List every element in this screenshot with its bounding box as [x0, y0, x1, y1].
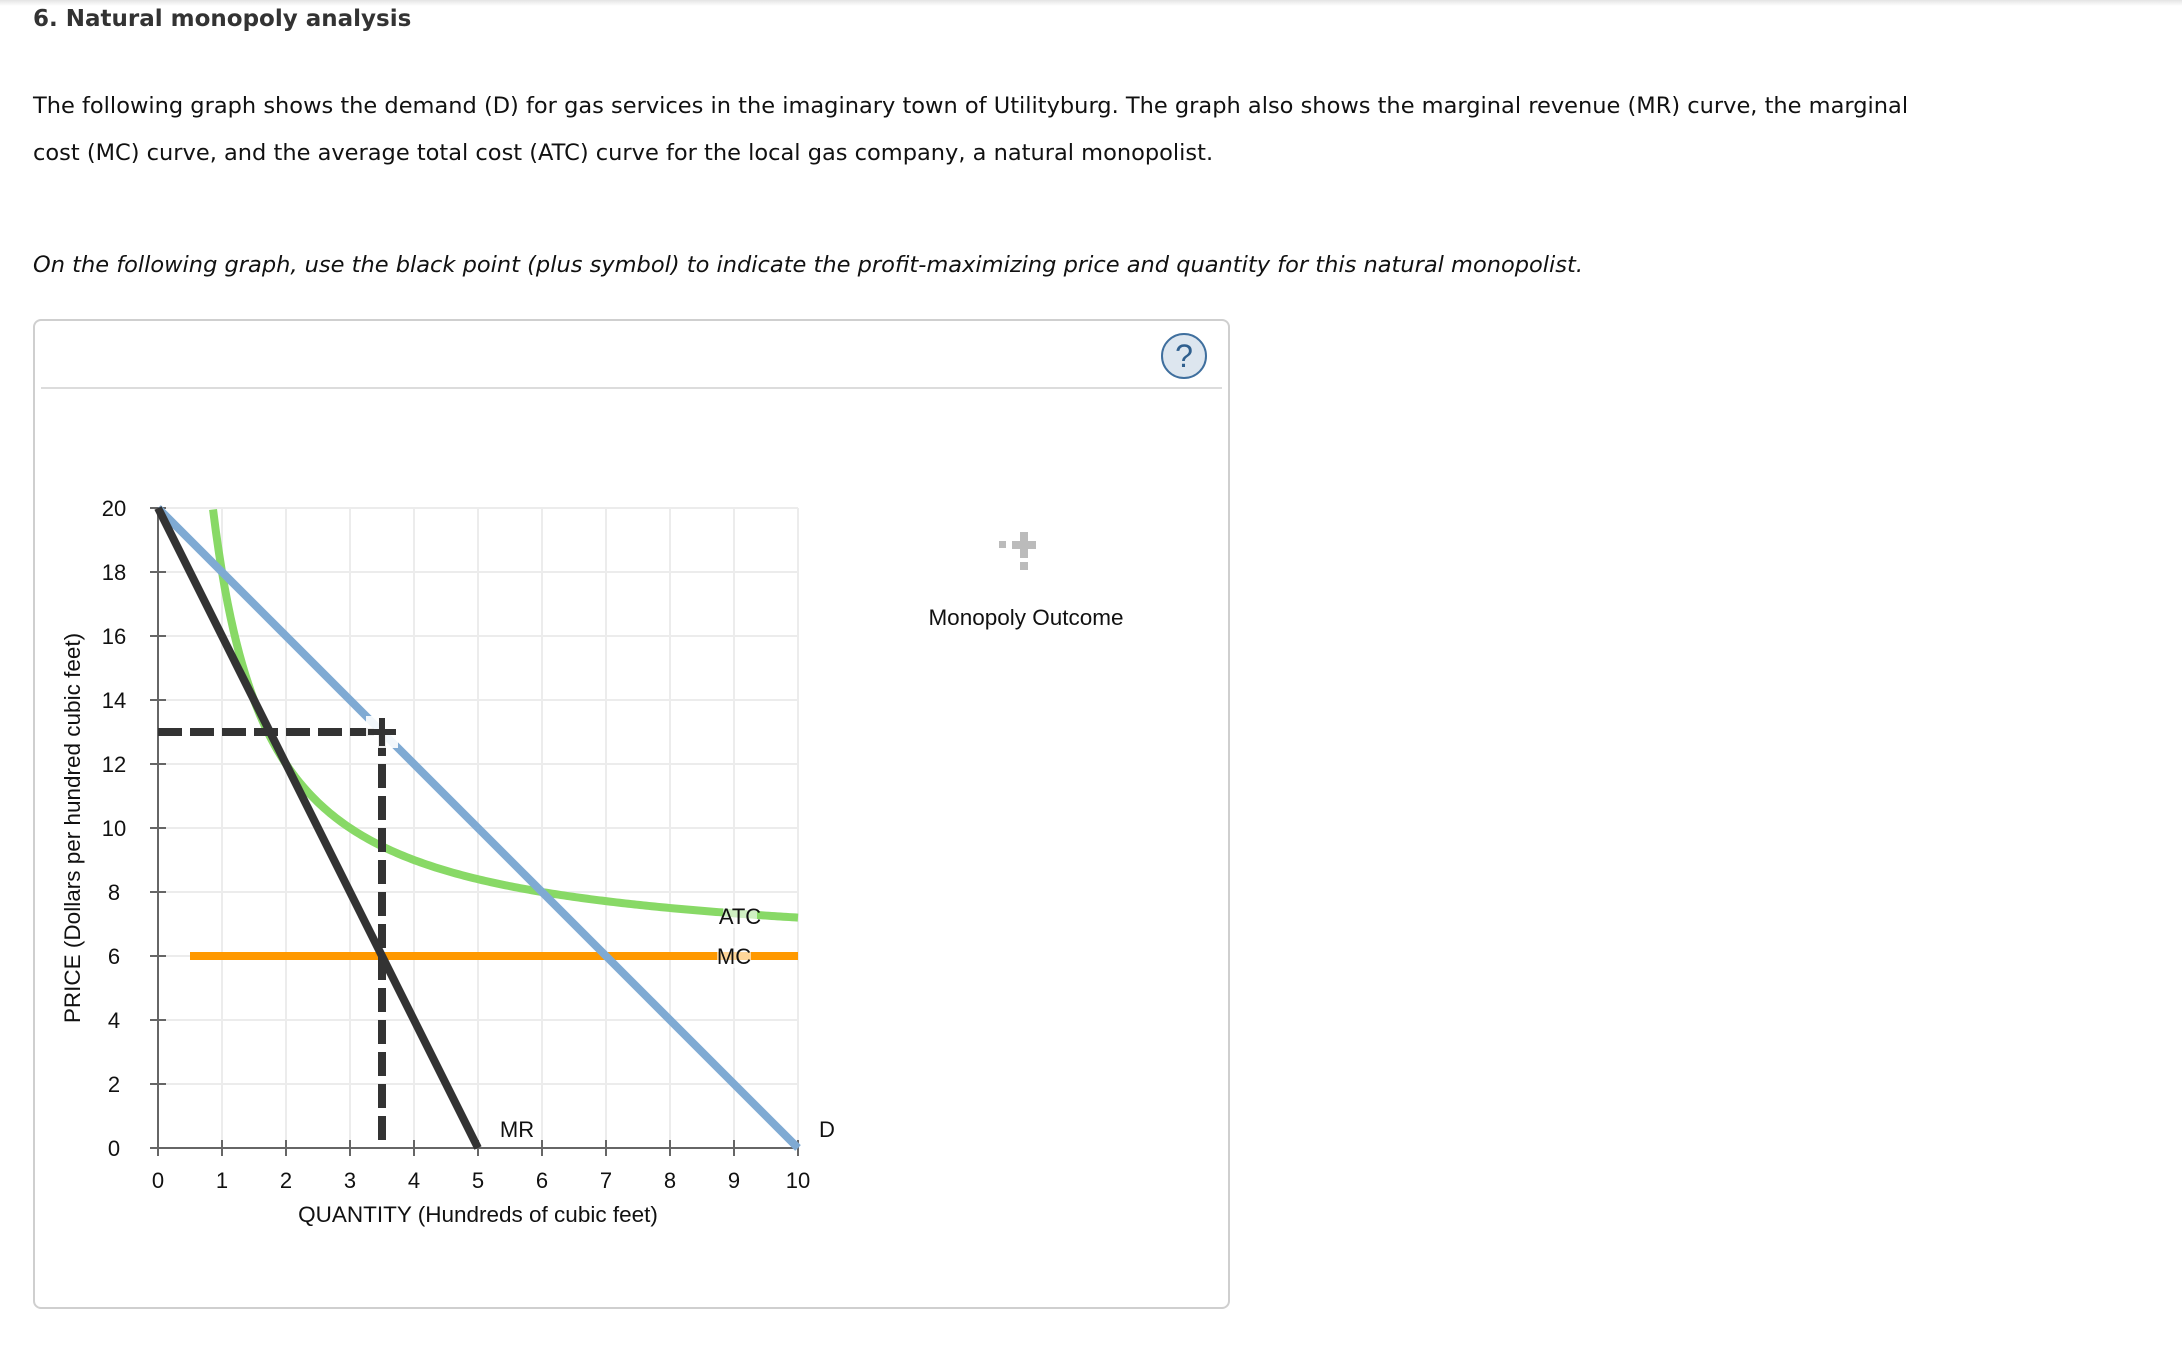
y-tick-label: 16	[102, 624, 126, 649]
y-tick-label: 4	[108, 1008, 120, 1033]
y-axis-title: PRICE (Dollars per hundred cubic feet)	[60, 633, 85, 1023]
atc-curve[interactable]	[209, 508, 799, 922]
graph-frame: ?	[33, 319, 1230, 1309]
y-tick-label: 18	[102, 560, 126, 585]
plus-point-icon[interactable]	[999, 532, 1036, 570]
mr-label: MR	[500, 1117, 534, 1142]
x-tick-label: 9	[728, 1168, 740, 1193]
x-tick-label: 2	[280, 1168, 292, 1193]
mc-label-bg	[717, 946, 751, 968]
y-tick-label: 8	[108, 880, 120, 905]
y-tick-label: 14	[102, 688, 126, 713]
mc-label: MC	[717, 944, 751, 969]
frame-header-divider	[41, 387, 1222, 389]
x-tick-label: 1	[216, 1168, 228, 1193]
demand-curve[interactable]	[155, 505, 801, 1151]
y-tick-label: 10	[102, 816, 126, 841]
help-button[interactable]: ?	[1161, 333, 1207, 379]
legend-label-monopoly-outcome: Monopoly Outcome	[928, 605, 1123, 630]
y-tick-label: 20	[102, 496, 126, 521]
x-tick-label: 0	[152, 1168, 164, 1193]
top-shadow	[0, 0, 2182, 6]
atc-label: ATC	[719, 904, 761, 929]
y-tick-label: 2	[108, 1072, 120, 1097]
x-tick-label: 10	[786, 1168, 810, 1193]
y-tick-label: 6	[108, 944, 120, 969]
x-tick-label: 6	[536, 1168, 548, 1193]
mr-curve[interactable]	[154, 506, 482, 1150]
x-axis-title: QUANTITY (Hundreds of cubic feet)	[298, 1202, 658, 1227]
monopoly-outcome-point[interactable]	[368, 718, 396, 746]
question-mark-circle-icon: ?	[1175, 338, 1193, 374]
x-tick-label: 3	[344, 1168, 356, 1193]
instruction-text: On the following graph, use the black po…	[33, 252, 1583, 278]
x-tick-label: 5	[472, 1168, 484, 1193]
x-tick-label: 8	[664, 1168, 676, 1193]
y-tick-label: 12	[102, 752, 126, 777]
x-tick-label: 4	[408, 1168, 420, 1193]
demand-label: D	[819, 1117, 835, 1142]
y-tick-label: 0	[108, 1136, 120, 1161]
intro-paragraph: The following graph shows the demand (D)…	[33, 93, 1909, 166]
atc-label-bg	[723, 906, 757, 928]
question-title: 6. Natural monopoly analysis	[33, 6, 412, 32]
x-tick-label: 7	[600, 1168, 612, 1193]
